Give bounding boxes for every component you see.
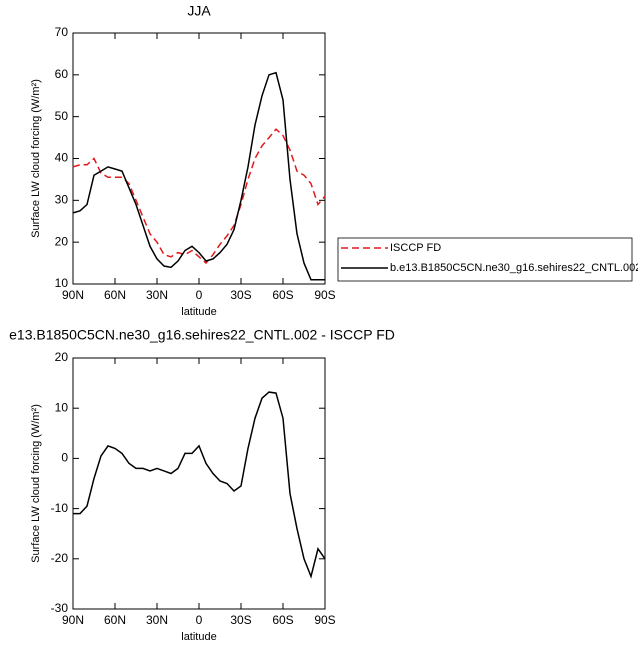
x-tick-label: 90S <box>314 613 335 627</box>
x-tick-label: 60S <box>272 613 293 627</box>
x-tick-label: 60N <box>104 613 126 627</box>
x-tick-label: 90S <box>314 288 335 302</box>
x-tick-label: 60S <box>272 288 293 302</box>
y-tick-label: -10 <box>51 501 69 515</box>
y-axis-label: Surface LW cloud forcing (W/m²) <box>30 79 42 238</box>
x-tick-label: 30N <box>146 288 168 302</box>
data-line <box>73 391 326 579</box>
x-tick-label: 30S <box>230 288 251 302</box>
y-tick-label: 50 <box>55 109 69 123</box>
x-tick-label: 90N <box>62 613 84 627</box>
y-tick-label: 70 <box>55 25 69 39</box>
x-axis-label: latitude <box>181 306 216 318</box>
y-tick-label: 10 <box>55 400 69 414</box>
x-tick-label: 60N <box>104 288 126 302</box>
x-tick-label: 0 <box>196 288 203 302</box>
legend-box <box>337 237 633 282</box>
y-tick-label: -20 <box>51 551 69 565</box>
x-tick-label: 0 <box>196 613 203 627</box>
y-axis-label: Surface LW cloud forcing (W/m²) <box>30 404 42 563</box>
legend-label: b.e13.B1850C5CN.ne30_g16.sehires22_CNTL.… <box>390 262 638 274</box>
x-axis-label: latitude <box>181 631 216 643</box>
y-tick-label: 20 <box>55 350 69 364</box>
data-line <box>72 128 326 265</box>
y-tick-label: 20 <box>55 234 69 248</box>
data-line <box>72 71 325 281</box>
x-tick-label: 30N <box>146 613 168 627</box>
legend-label: ISCCP FD <box>390 242 441 254</box>
chart-title: e13.B1850C5CN.ne30_g16.sehires22_CNTL.00… <box>9 327 395 343</box>
y-tick-label: -30 <box>51 601 69 615</box>
chart-title: JJA <box>187 3 211 19</box>
x-tick-label: 90N <box>62 288 84 302</box>
plot-frame <box>72 32 326 285</box>
y-tick-label: 60 <box>55 67 69 81</box>
plot-frame <box>72 357 326 610</box>
y-tick-label: 10 <box>55 276 69 290</box>
x-tick-label: 30S <box>230 613 251 627</box>
y-tick-label: 30 <box>55 193 69 207</box>
y-tick-label: 0 <box>61 451 68 465</box>
y-tick-label: 40 <box>55 151 69 165</box>
